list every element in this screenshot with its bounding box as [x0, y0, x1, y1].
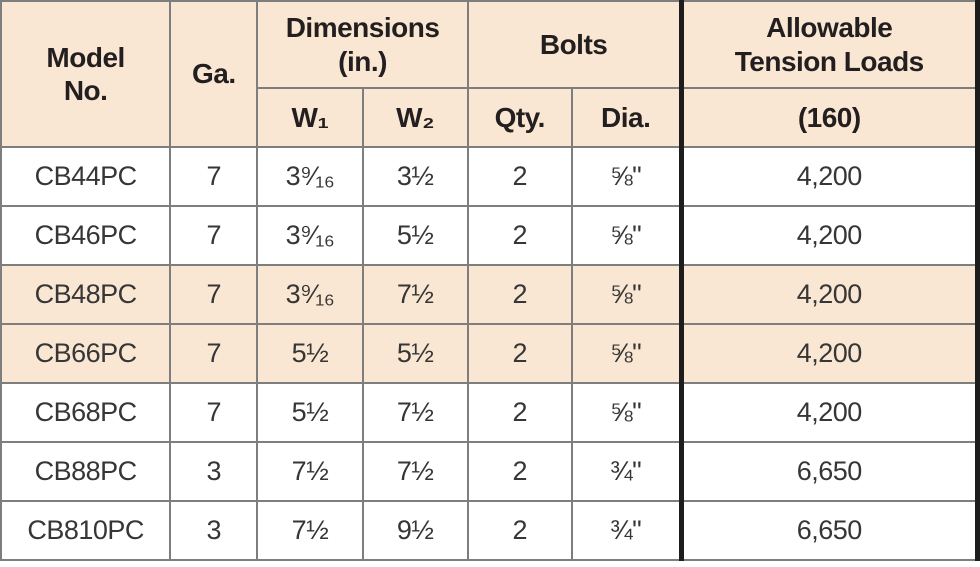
header-allowable-tension-loads: Allowable Tension Loads: [678, 0, 979, 89]
cell-gauge: 7: [169, 382, 259, 443]
header-model-no: Model No.: [0, 0, 172, 148]
cell-bolt-qty: 2: [466, 500, 573, 561]
cell-gauge: 3: [169, 441, 259, 502]
cell-bolt-dia: ⅝": [570, 264, 683, 325]
cell-model: CB44PC: [0, 146, 172, 207]
table-row: CB66PC 7 5½ 5½ 2 ⅝" 4,200: [0, 323, 979, 384]
cell-w2: 7½: [361, 441, 469, 502]
cell-w2: 7½: [361, 382, 469, 443]
header-w2: W₂: [361, 87, 469, 148]
cell-tension-load: 4,200: [678, 382, 979, 443]
cell-bolt-qty: 2: [466, 205, 573, 266]
cell-w2: 5½: [361, 205, 469, 266]
cell-w1: 5½: [256, 323, 364, 384]
header-row-sub: W₁ W₂ Qty. Dia. (160): [1, 87, 979, 148]
cell-model: CB68PC: [0, 382, 172, 443]
cell-bolt-dia: ⅝": [570, 323, 683, 384]
cell-bolt-dia: ¾": [570, 441, 683, 502]
cell-w1: 7½: [256, 441, 364, 502]
header-dimensions-group: Dimensions (in.): [256, 0, 469, 89]
cell-bolt-qty: 2: [466, 323, 573, 384]
cell-model: CB810PC: [0, 500, 172, 561]
header-load-column: (160): [678, 87, 979, 148]
cell-w2: 9½: [361, 500, 469, 561]
cell-w2: 7½: [361, 264, 469, 325]
cell-bolt-dia: ¾": [570, 500, 683, 561]
cell-model: CB88PC: [0, 441, 172, 502]
cell-model: CB48PC: [0, 264, 172, 325]
header-row-groups: Model No. Ga. Dimensions (in.) Bolts All…: [0, 0, 979, 148]
cell-w1: 3⁹⁄₁₆: [256, 264, 364, 325]
header-bolt-qty: Qty.: [466, 87, 573, 148]
cell-bolt-qty: 2: [466, 264, 573, 325]
cell-model: CB46PC: [0, 205, 172, 266]
cell-gauge: 7: [169, 146, 259, 207]
cell-model: CB66PC: [0, 323, 172, 384]
header-bolt-dia: Dia.: [570, 87, 683, 148]
cell-gauge: 3: [169, 500, 259, 561]
header-w1: W₁: [256, 87, 364, 148]
cell-bolt-dia: ⅝": [570, 382, 683, 443]
cell-bolt-dia: ⅝": [570, 205, 683, 266]
table-row: CB68PC 7 5½ 7½ 2 ⅝" 4,200: [0, 382, 979, 443]
cell-bolt-qty: 2: [466, 146, 573, 207]
cell-w2: 5½: [361, 323, 469, 384]
cell-tension-load: 6,650: [678, 441, 979, 502]
cell-w1: 3⁹⁄₁₆: [256, 205, 364, 266]
table-row: CB44PC 7 3⁹⁄₁₆ 3½ 2 ⅝" 4,200: [0, 146, 979, 207]
cell-w1: 3⁹⁄₁₆: [256, 146, 364, 207]
cell-w1: 7½: [256, 500, 364, 561]
table-row: CB48PC 7 3⁹⁄₁₆ 7½ 2 ⅝" 4,200: [0, 264, 979, 325]
cell-bolt-dia: ⅝": [570, 146, 683, 207]
cell-bolt-qty: 2: [466, 441, 573, 502]
table-row: CB46PC 7 3⁹⁄₁₆ 5½ 2 ⅝" 4,200: [0, 205, 979, 266]
cell-tension-load: 4,200: [678, 205, 979, 266]
table-row: CB810PC 3 7½ 9½ 2 ¾" 6,650: [0, 500, 979, 561]
cell-w2: 3½: [361, 146, 469, 207]
cell-gauge: 7: [169, 205, 259, 266]
cell-tension-load: 4,200: [678, 323, 979, 384]
cell-gauge: 7: [169, 323, 259, 384]
cell-bolt-qty: 2: [466, 382, 573, 443]
table-row: CB88PC 3 7½ 7½ 2 ¾" 6,650: [0, 441, 979, 502]
cell-w1: 5½: [256, 382, 364, 443]
header-bolts-group: Bolts: [466, 0, 683, 89]
header-gauge: Ga.: [169, 0, 259, 148]
cell-gauge: 7: [169, 264, 259, 325]
cell-tension-load: 6,650: [678, 500, 979, 561]
cell-tension-load: 4,200: [678, 146, 979, 207]
cell-tension-load: 4,200: [678, 264, 979, 325]
